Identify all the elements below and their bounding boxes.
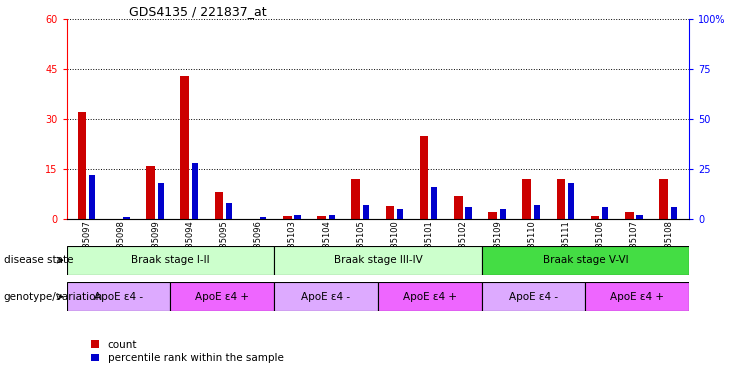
Bar — [260, 217, 267, 219]
Text: Braak stage V-VI: Braak stage V-VI — [542, 255, 628, 265]
Legend: count, percentile rank within the sample: count, percentile rank within the sample — [87, 336, 288, 367]
Bar — [89, 175, 96, 219]
Bar — [226, 203, 232, 219]
Bar — [146, 166, 155, 219]
Text: ApoE ε4 +: ApoE ε4 + — [403, 291, 456, 302]
Text: ApoE ε4 -: ApoE ε4 - — [509, 291, 558, 302]
Bar — [329, 215, 335, 219]
Bar — [317, 215, 326, 219]
Bar — [78, 113, 87, 219]
Bar — [378, 282, 482, 311]
Bar — [499, 209, 506, 219]
Bar — [215, 192, 223, 219]
Bar — [637, 215, 642, 219]
Bar — [431, 187, 437, 219]
Bar — [294, 215, 301, 219]
Bar — [671, 207, 677, 219]
Bar — [67, 246, 274, 275]
Bar — [124, 217, 130, 219]
Bar — [363, 205, 369, 219]
Bar — [585, 282, 689, 311]
Bar — [274, 246, 482, 275]
Bar — [482, 282, 585, 311]
Text: ApoE ε4 -: ApoE ε4 - — [302, 291, 350, 302]
Bar — [158, 183, 164, 219]
Bar — [67, 282, 170, 311]
Bar — [274, 282, 378, 311]
Bar — [482, 246, 689, 275]
Bar — [568, 183, 574, 219]
Bar — [625, 212, 634, 219]
Bar — [602, 207, 608, 219]
Text: disease state: disease state — [4, 255, 73, 265]
Bar — [385, 205, 394, 219]
Bar — [283, 215, 291, 219]
Bar — [351, 179, 360, 219]
Bar — [397, 209, 403, 219]
Bar — [465, 207, 471, 219]
Text: ApoE ε4 +: ApoE ε4 + — [196, 291, 249, 302]
Bar — [522, 179, 531, 219]
Text: ApoE ε4 -: ApoE ε4 - — [94, 291, 143, 302]
Bar — [488, 212, 496, 219]
Bar — [591, 215, 599, 219]
Bar — [420, 136, 428, 219]
Bar — [180, 76, 189, 219]
Bar — [170, 282, 274, 311]
Text: GDS4135 / 221837_at: GDS4135 / 221837_at — [129, 5, 267, 18]
Text: Braak stage III-IV: Braak stage III-IV — [333, 255, 422, 265]
Bar — [192, 163, 198, 219]
Bar — [454, 195, 462, 219]
Text: ApoE ε4 +: ApoE ε4 + — [611, 291, 664, 302]
Bar — [556, 179, 565, 219]
Bar — [659, 179, 668, 219]
Bar — [534, 205, 540, 219]
Text: Braak stage I-II: Braak stage I-II — [131, 255, 210, 265]
Text: genotype/variation: genotype/variation — [4, 291, 103, 302]
